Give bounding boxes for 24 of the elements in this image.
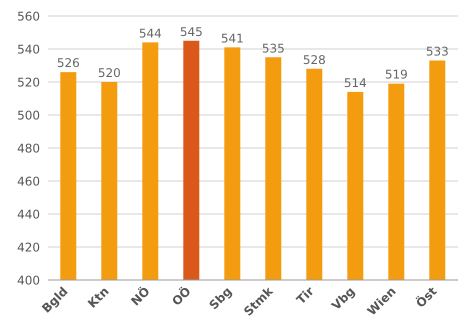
y-tick-label: 520 (17, 75, 40, 90)
x-tick-label: Öst (412, 283, 440, 310)
y-tick-label: 460 (17, 174, 40, 188)
data-label: 519 (384, 68, 408, 82)
y-tick-label: 540 (17, 42, 40, 56)
data-label: 545 (180, 24, 203, 39)
data-label: 520 (98, 66, 121, 80)
data-label: 541 (220, 31, 244, 46)
data-label: 535 (262, 41, 285, 56)
data-label: 526 (56, 56, 80, 70)
data-label: 514 (344, 76, 367, 90)
x-tick-label: OÖ (168, 284, 194, 309)
y-tick-label: 440 (17, 207, 40, 222)
x-tick-label: Tir (294, 284, 317, 308)
y-tick-label: 400 (17, 273, 40, 288)
data-label: 544 (138, 26, 162, 40)
y-tick-label: 420 (17, 240, 40, 254)
x-tick-label: NÖ (128, 284, 153, 308)
y-tick-label: 560 (17, 9, 40, 24)
y-tick-label: 480 (17, 141, 40, 156)
data-label: 528 (302, 52, 326, 67)
y-tick-label: 500 (17, 108, 40, 122)
data-label: 533 (426, 44, 449, 59)
x-tick-label: Ktn (85, 284, 112, 311)
